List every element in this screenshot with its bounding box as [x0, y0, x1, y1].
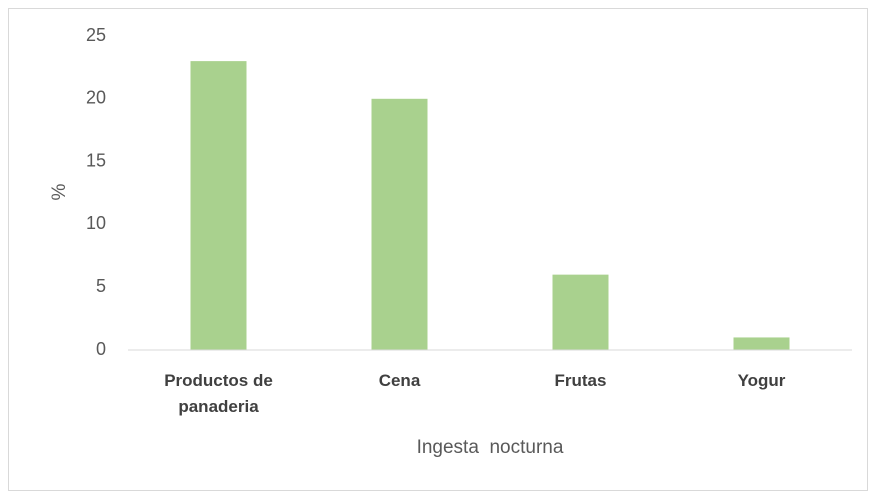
x-tick-label: Frutas — [554, 371, 607, 390]
y-axis-label: % — [49, 183, 70, 200]
bar — [371, 98, 428, 350]
y-tick-label: 20 — [86, 88, 106, 108]
y-tick-label: 10 — [86, 213, 106, 233]
y-tick-label: 0 — [96, 339, 106, 359]
x-tick-label: Cena — [378, 371, 421, 390]
chart-border — [8, 8, 868, 491]
y-tick-label: 15 — [86, 150, 106, 170]
bar — [190, 61, 247, 351]
x-tick-label: Yogur — [737, 371, 786, 390]
x-tick-label: Productos de panaderia — [164, 371, 273, 416]
y-tick-label: 25 — [86, 25, 106, 45]
y-tick-label: 5 — [96, 276, 106, 296]
bar — [733, 337, 790, 350]
x-axis-label: Ingesta nocturna — [417, 437, 564, 458]
bar — [552, 274, 609, 350]
